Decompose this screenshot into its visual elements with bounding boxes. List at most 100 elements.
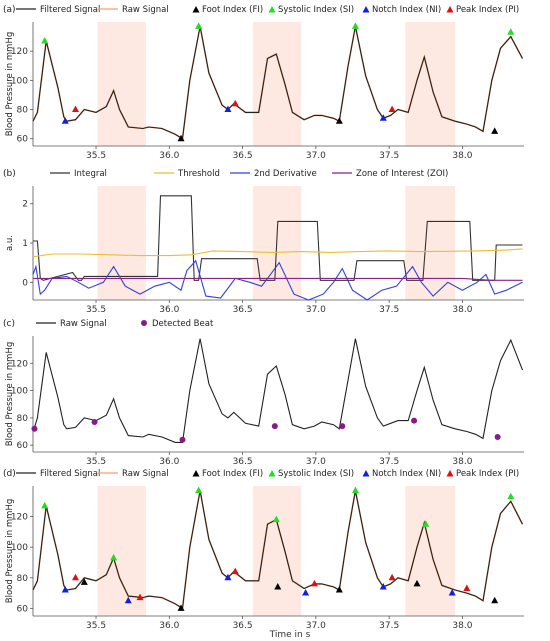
legend-marker [446, 470, 454, 477]
legend-marker [141, 320, 147, 326]
x-tick-label: 36.0 [159, 621, 179, 631]
beat-marker [271, 423, 278, 430]
notch-marker [379, 582, 387, 590]
notch-marker [302, 589, 310, 596]
x-tick-label: 37.5 [379, 621, 399, 631]
legend-label: Systolic Index (SI) [278, 5, 354, 15]
series-line-integral [33, 195, 523, 281]
x-axis-label: Time in s [269, 630, 311, 640]
legend-label: Foot Index (FI) [202, 469, 263, 479]
foot-marker [335, 586, 343, 593]
x-tick-label: 36.0 [159, 305, 179, 315]
beat-marker [91, 418, 98, 425]
y-tick-label: 2 [22, 200, 28, 210]
legend-label: Integral [74, 169, 107, 179]
x-tick-label: 36.5 [233, 457, 253, 467]
beat-marker [339, 423, 346, 430]
x-tick-label: 37.5 [379, 305, 399, 315]
x-tick-label: 35.5 [86, 621, 106, 631]
series-line-threshold [32, 248, 523, 258]
y-tick-label: 120 [11, 47, 28, 57]
peak-marker [231, 567, 239, 575]
panel-label: (d) [3, 469, 16, 479]
shaded-region [97, 486, 146, 616]
x-tick-label: 35.5 [86, 457, 106, 467]
y-tick-label: 100 [11, 387, 28, 397]
panel-b-chart: 0 1 2 35.5 36.0 36.5 37.0 37.5 38.0 a.u. (b) Integr… [3, 169, 524, 315]
y-tick-label: 120 [11, 513, 28, 523]
systolic-marker [195, 486, 203, 494]
beat-marker [411, 417, 418, 424]
shaded-region [405, 22, 456, 146]
x-tick-label: 38.0 [452, 457, 472, 467]
series-line-filtered-signal [32, 26, 523, 140]
legend-label: Notch Index (NI) [372, 469, 441, 479]
panel-c-chart: 60 80 100 120 35.5 36.0 36.5 37.0 37.5 38.0 Blood … [3, 319, 524, 467]
y-axis-label: a.u. [5, 235, 15, 251]
legend-label: Threshold [177, 169, 220, 179]
y-tick-label: 100 [11, 543, 28, 553]
y-tick-label: 60 [17, 604, 29, 614]
y-tick-label: 80 [17, 574, 29, 584]
y-axis-label: Blood Pressure in mmHg [5, 499, 15, 604]
foot-marker [177, 604, 185, 611]
shaded-region [405, 186, 456, 300]
y-axis-label: Blood Pressure in mmHg [5, 342, 15, 447]
shaded-region [252, 486, 302, 616]
panel-d-chart: 60 80 100 120 35.5 36.0 36.5 37.0 37.5 38.0 Blood … [3, 469, 524, 631]
x-tick-label: 37.5 [379, 457, 399, 467]
y-axis-label: Blood Pressure in mmHg [5, 32, 15, 137]
legend-marker [362, 470, 370, 477]
legend-label: 2nd Derivative [254, 169, 317, 179]
y-tick-label: 120 [11, 359, 28, 369]
panel-label: (a) [3, 5, 16, 15]
systolic-marker [507, 28, 515, 35]
foot-marker [274, 582, 282, 590]
systolic-marker [351, 22, 359, 29]
legend-label: Raw Signal [122, 5, 169, 15]
foot-marker [413, 579, 421, 587]
notch-marker [224, 105, 232, 113]
notch-marker [379, 114, 387, 121]
y-tick-label: 80 [17, 414, 29, 424]
series-line-raw-signal [32, 338, 524, 443]
y-tick-label: 100 [11, 76, 28, 86]
legend-label: Foot Index (FI) [202, 5, 263, 15]
y-tick-label: 80 [17, 106, 29, 116]
x-tick-label: 37.0 [306, 151, 326, 161]
systolic-marker [422, 520, 430, 527]
legend-label: Detected Beat [152, 319, 214, 329]
systolic-marker [110, 553, 118, 561]
notch-marker [61, 117, 69, 124]
foot-marker [335, 117, 343, 124]
x-tick-label: 36.0 [159, 151, 179, 161]
peak-marker [72, 573, 80, 581]
x-tick-label: 38.0 [452, 305, 472, 315]
y-tick-label: 1 [22, 239, 28, 249]
systolic-marker [41, 501, 49, 509]
foot-marker [177, 134, 185, 142]
x-tick-label: 37.0 [306, 457, 326, 467]
peak-marker [310, 579, 318, 587]
notch-marker [61, 586, 69, 593]
systolic-marker [195, 22, 203, 29]
legend-label: Zone of Interest (ZOI) [356, 169, 448, 179]
legend-label: Systolic Index (SI) [278, 469, 354, 479]
foot-marker [491, 596, 499, 604]
foot-marker [80, 578, 88, 585]
peak-marker [463, 584, 471, 591]
x-tick-label: 36.5 [233, 151, 253, 161]
legend-marker [362, 6, 370, 13]
systolic-marker [507, 492, 515, 500]
legend-label: Raw Signal [122, 469, 169, 479]
notch-marker [448, 589, 456, 596]
y-tick-label: 60 [17, 135, 29, 145]
legend-marker [446, 6, 454, 13]
peak-marker [72, 105, 80, 113]
systolic-marker [41, 36, 49, 44]
shaded-region [405, 486, 456, 616]
panel-label: (c) [3, 319, 15, 329]
systolic-marker [272, 515, 280, 523]
x-tick-label: 35.5 [86, 151, 106, 161]
